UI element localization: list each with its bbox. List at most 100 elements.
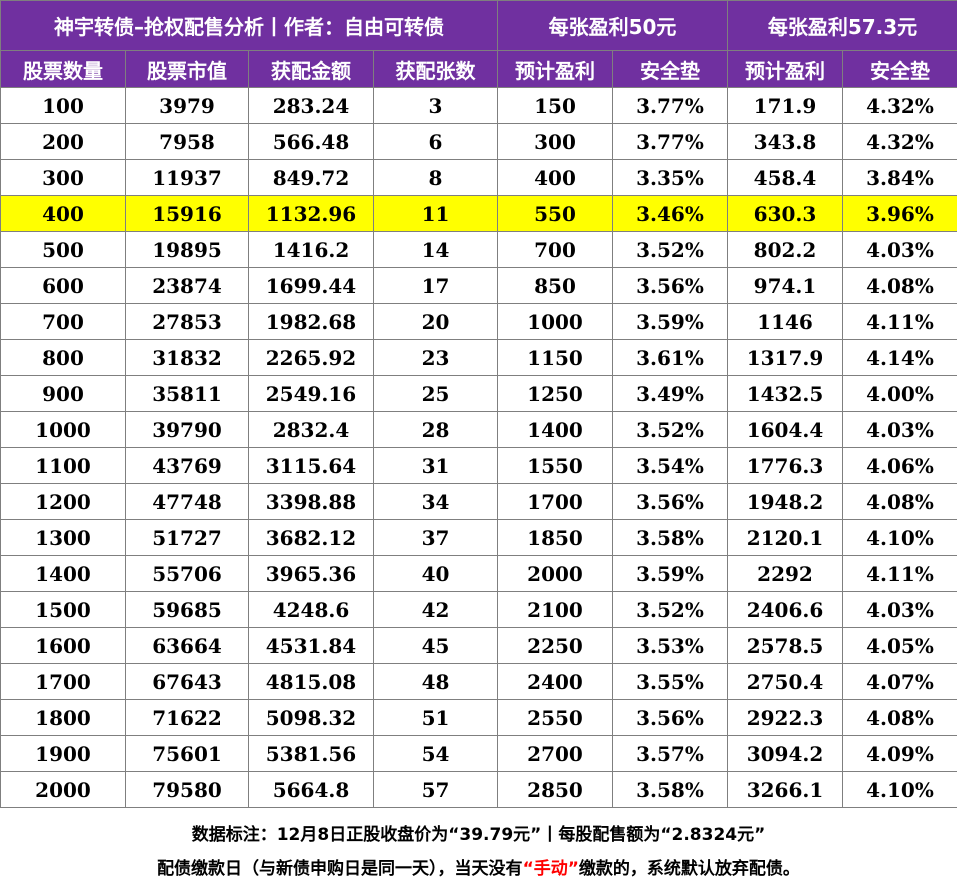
cell-market-value: 79580 bbox=[125, 771, 249, 808]
cell-cushion-b: 4.07% bbox=[841, 663, 957, 700]
cell-allotment-amount: 5098.32 bbox=[248, 699, 374, 736]
cell-profit-a: 2400 bbox=[497, 663, 613, 700]
cell-share-count: 200 bbox=[0, 123, 126, 160]
allotment-table: 神宇转债–抢权配售分析丨作者：自由可转债 每张盈利50元 每张盈利57.3元 股… bbox=[0, 0, 957, 808]
cell-allotment-amount: 2265.92 bbox=[248, 339, 374, 376]
table-row: 1400 55706 3965.36 40 2000 3.59% 2292 4.11% bbox=[0, 555, 957, 592]
cell-market-value: 15916 bbox=[125, 195, 249, 232]
table-row: 1600 63664 4531.84 45 2250 3.53% 2578.5 4.05% bbox=[0, 627, 957, 664]
cell-market-value: 11937 bbox=[125, 159, 249, 196]
cell-cushion-a: 3.52% bbox=[612, 411, 728, 448]
cell-cushion-a: 3.56% bbox=[612, 483, 728, 520]
cell-share-count: 1500 bbox=[0, 591, 126, 628]
cell-share-count: 300 bbox=[0, 159, 126, 196]
cell-allotment-count: 17 bbox=[373, 267, 498, 304]
cell-share-count: 1000 bbox=[0, 411, 126, 448]
cell-allotment-count: 23 bbox=[373, 339, 498, 376]
cell-allotment-count: 8 bbox=[373, 159, 498, 196]
col-header-cushion-b: 安全垫 bbox=[841, 50, 957, 88]
cell-allotment-count: 28 bbox=[373, 411, 498, 448]
cell-profit-b: 2578.5 bbox=[727, 627, 843, 664]
cell-profit-a: 400 bbox=[497, 159, 613, 196]
cell-cushion-b: 4.06% bbox=[841, 447, 957, 484]
cell-market-value: 63664 bbox=[125, 627, 249, 664]
cell-cushion-b: 4.05% bbox=[841, 627, 957, 664]
cell-cushion-a: 3.54% bbox=[612, 447, 728, 484]
footer-line-2: 配债缴款日（与新债申购日是同一天），当天没有“手动”缴款的，系统默认放弃配债。 bbox=[0, 854, 957, 879]
cell-profit-a: 1550 bbox=[497, 447, 613, 484]
cell-profit-a: 300 bbox=[497, 123, 613, 160]
col-header-profit-a: 预计盈利 bbox=[497, 50, 613, 88]
cell-allotment-count: 25 bbox=[373, 375, 498, 412]
footer-note: 数据标注：12月8日正股收盘价为“39.79元”丨每股配售额为“2.8324元”… bbox=[0, 806, 957, 890]
cell-cushion-a: 3.58% bbox=[612, 771, 728, 808]
cell-cushion-b: 4.32% bbox=[841, 123, 957, 160]
cell-cushion-a: 3.52% bbox=[612, 231, 728, 268]
cell-cushion-a: 3.46% bbox=[612, 195, 728, 232]
cell-market-value: 35811 bbox=[125, 375, 249, 412]
cell-profit-b: 974.1 bbox=[727, 267, 843, 304]
cell-allotment-count: 6 bbox=[373, 123, 498, 160]
cell-cushion-b: 4.08% bbox=[841, 483, 957, 520]
cell-profit-b: 630.3 bbox=[727, 195, 843, 232]
cell-allotment-amount: 3682.12 bbox=[248, 519, 374, 556]
cell-cushion-b: 4.03% bbox=[841, 591, 957, 628]
cell-cushion-a: 3.55% bbox=[612, 663, 728, 700]
cell-profit-b: 1146 bbox=[727, 303, 843, 340]
table-row: 1900 75601 5381.56 54 2700 3.57% 3094.2 4.09% bbox=[0, 735, 957, 772]
cell-share-count: 100 bbox=[0, 87, 126, 124]
cell-profit-a: 2700 bbox=[497, 735, 613, 772]
cell-profit-b: 171.9 bbox=[727, 87, 843, 124]
cell-share-count: 1800 bbox=[0, 699, 126, 736]
table-row: 1700 67643 4815.08 48 2400 3.55% 2750.4 4.07% bbox=[0, 663, 957, 700]
cell-cushion-a: 3.59% bbox=[612, 303, 728, 340]
cell-share-count: 1100 bbox=[0, 447, 126, 484]
col-header-allotment-amount: 获配金额 bbox=[248, 50, 374, 88]
cell-cushion-b: 4.11% bbox=[841, 555, 957, 592]
cell-allotment-amount: 1699.44 bbox=[248, 267, 374, 304]
cell-market-value: 27853 bbox=[125, 303, 249, 340]
cell-cushion-b: 4.10% bbox=[841, 519, 957, 556]
cell-allotment-count: 57 bbox=[373, 771, 498, 808]
cell-profit-b: 1604.4 bbox=[727, 411, 843, 448]
cell-allotment-amount: 1132.96 bbox=[248, 195, 374, 232]
cell-market-value: 3979 bbox=[125, 87, 249, 124]
cell-allotment-count: 34 bbox=[373, 483, 498, 520]
table-row: 1000 39790 2832.4 28 1400 3.52% 1604.4 4.03% bbox=[0, 411, 957, 448]
cell-allotment-amount: 2832.4 bbox=[248, 411, 374, 448]
table-row: 600 23874 1699.44 17 850 3.56% 974.1 4.08% bbox=[0, 267, 957, 304]
cell-allotment-count: 40 bbox=[373, 555, 498, 592]
cell-cushion-b: 4.08% bbox=[841, 699, 957, 736]
cell-profit-b: 2406.6 bbox=[727, 591, 843, 628]
cell-allotment-amount: 3398.88 bbox=[248, 483, 374, 520]
table-title: 神宇转债–抢权配售分析丨作者：自由可转债 bbox=[0, 0, 498, 51]
cell-cushion-b: 4.03% bbox=[841, 231, 957, 268]
cell-allotment-amount: 2549.16 bbox=[248, 375, 374, 412]
cell-cushion-a: 3.57% bbox=[612, 735, 728, 772]
cell-share-count: 1300 bbox=[0, 519, 126, 556]
cell-market-value: 39790 bbox=[125, 411, 249, 448]
cell-allotment-amount: 4815.08 bbox=[248, 663, 374, 700]
cell-profit-a: 2250 bbox=[497, 627, 613, 664]
cell-profit-a: 2000 bbox=[497, 555, 613, 592]
cell-allotment-amount: 566.48 bbox=[248, 123, 374, 160]
footer-line-2-start: 配债缴款日（与新债申购日是同一天），当天没有 bbox=[157, 859, 523, 879]
cell-market-value: 51727 bbox=[125, 519, 249, 556]
cell-profit-a: 550 bbox=[497, 195, 613, 232]
cell-cushion-a: 3.49% bbox=[612, 375, 728, 412]
cell-profit-b: 2292 bbox=[727, 555, 843, 592]
cell-cushion-b: 3.84% bbox=[841, 159, 957, 196]
cell-profit-b: 3094.2 bbox=[727, 735, 843, 772]
cell-allotment-count: 3 bbox=[373, 87, 498, 124]
cell-allotment-count: 42 bbox=[373, 591, 498, 628]
table-row: 900 35811 2549.16 25 1250 3.49% 1432.5 4.00% bbox=[0, 375, 957, 412]
cell-market-value: 67643 bbox=[125, 663, 249, 700]
cell-cushion-a: 3.35% bbox=[612, 159, 728, 196]
footer-line-1: 数据标注：12月8日正股收盘价为“39.79元”丨每股配售额为“2.8324元” bbox=[191, 825, 766, 845]
table-row: 2000 79580 5664.8 57 2850 3.58% 3266.1 4.10% bbox=[0, 771, 957, 808]
cell-share-count: 700 bbox=[0, 303, 126, 340]
cell-cushion-b: 4.08% bbox=[841, 267, 957, 304]
cell-market-value: 75601 bbox=[125, 735, 249, 772]
cell-allotment-count: 51 bbox=[373, 699, 498, 736]
cell-profit-a: 700 bbox=[497, 231, 613, 268]
